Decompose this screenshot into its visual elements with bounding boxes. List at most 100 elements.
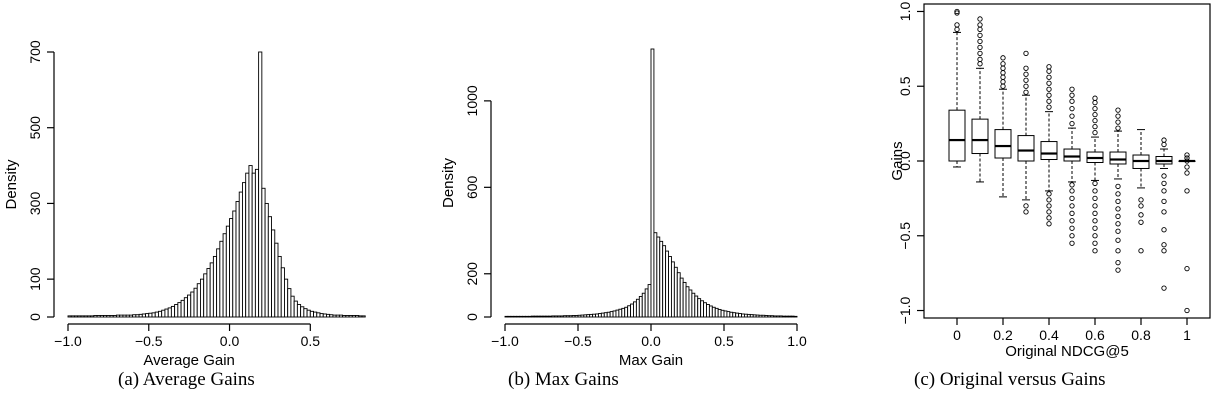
box: [971, 118, 989, 155]
outlier-point: [1115, 221, 1121, 227]
histogram-bar: [167, 307, 172, 318]
boxplot-group: [1132, 129, 1150, 254]
histogram-bar: [180, 299, 185, 318]
outlier-point: [1069, 240, 1075, 246]
outlier-point: [1069, 182, 1075, 188]
histogram-bar: [209, 262, 214, 318]
outlier-point: [1115, 183, 1121, 190]
y-tick-label: −1.0: [897, 296, 913, 324]
outlier-point: [1138, 219, 1144, 225]
histogram-bar: [358, 315, 363, 318]
x-tick-label: 1: [1183, 327, 1191, 343]
outlier-point: [954, 22, 960, 28]
caption-max-gains: (b) Max Gains: [508, 369, 619, 390]
outlier-point: [1000, 74, 1006, 80]
outlier-point: [1069, 113, 1075, 119]
outlier-point: [1046, 203, 1052, 209]
histogram-bar: [316, 312, 321, 318]
histogram-bar: [348, 315, 353, 318]
histogram-bar: [287, 288, 292, 318]
histogram-bar: [277, 255, 282, 318]
histogram-bar: [125, 314, 130, 318]
histogram-bar: [183, 297, 188, 318]
histogram-bar: [135, 314, 140, 318]
x-tick-label: 1.0: [787, 333, 807, 349]
average-gain-panel: −1.0 −0.5 0.0 0.5 Average Gain 0 100 300 500 700 D…: [0, 0, 375, 410]
outlier-point: [977, 56, 983, 62]
outlier-point: [977, 32, 983, 39]
histogram-bar: [338, 314, 344, 318]
outlier-point: [1023, 89, 1029, 95]
boxplot-group: [1178, 152, 1196, 314]
outlier-point: [1069, 120, 1075, 127]
histogram-bar: [74, 315, 79, 318]
outlier-point: [1046, 68, 1052, 74]
outlier-point: [1092, 210, 1098, 216]
outlier-point: [954, 26, 960, 33]
outlier-point: [1069, 92, 1075, 98]
boxplot-group: [1086, 95, 1104, 254]
outlier-point: [1115, 198, 1121, 205]
x-tick-label: −0.5: [564, 333, 592, 349]
max-gain-histogram: −1.0 −0.5 0.0 0.5 1.0 Max Gain 0 200 600 1000 Dens…: [440, 48, 807, 369]
outlier-point: [1161, 188, 1167, 194]
histogram-bar: [103, 315, 108, 318]
outlier-point: [1069, 203, 1075, 209]
histogram-bar: [177, 302, 182, 318]
histogram-bar: [148, 312, 153, 318]
outlier-point: [1115, 228, 1121, 234]
outlier-point: [1092, 100, 1098, 106]
box: [1040, 141, 1058, 161]
outlier-point: [1184, 152, 1190, 158]
histogram-bar: [196, 283, 201, 318]
outlier-point: [1023, 203, 1029, 209]
box: [1063, 148, 1081, 162]
x-tick-label: 0.2: [993, 327, 1013, 343]
box: [1109, 151, 1127, 165]
histogram-bar: [90, 315, 95, 318]
y-axis-title: Gains: [889, 141, 906, 180]
outlier-point: [1046, 80, 1052, 86]
outlier-point: [1092, 218, 1098, 224]
x-tick-label: 0.6: [1085, 327, 1105, 343]
outlier-point: [1161, 173, 1167, 179]
y-axis-title: Density: [440, 157, 457, 208]
histogram-bar: [119, 314, 124, 318]
histogram-bar: [335, 314, 340, 318]
outlier-point: [1000, 61, 1006, 67]
histogram-bar: [303, 308, 308, 318]
y-tick-label: 500: [27, 116, 43, 140]
boxplot-group: [1040, 64, 1058, 227]
outlier-point: [1046, 104, 1052, 110]
histogram-bar: [96, 315, 101, 318]
outlier-point: [1092, 240, 1098, 246]
outlier-point: [1092, 129, 1098, 136]
outlier-point: [1115, 237, 1121, 243]
outlier-point: [1092, 123, 1098, 130]
outlier-point: [1138, 197, 1144, 203]
outlier-point: [1092, 111, 1098, 118]
outlier-point: [1069, 86, 1075, 92]
y-tick-label: 0: [27, 313, 43, 321]
histogram-bar: [254, 168, 260, 318]
histogram-bar: [112, 315, 117, 318]
boxplot-group: [948, 8, 966, 168]
outlier-point: [1092, 248, 1098, 254]
histogram-bar: [345, 315, 350, 318]
y-axis-title: Density: [3, 159, 20, 210]
histogram-bar: [245, 172, 250, 318]
outlier-point: [1069, 210, 1075, 216]
histogram-bar: [300, 306, 305, 318]
y-tick-label: 200: [464, 262, 480, 286]
outlier-point: [1092, 195, 1098, 202]
outlier-point: [1115, 107, 1121, 113]
x-tick-label: 0.0: [220, 333, 240, 349]
outlier-point: [1161, 180, 1167, 187]
outlier-point: [1115, 248, 1121, 254]
histogram-bar: [322, 313, 327, 318]
outlier-point: [1046, 209, 1052, 215]
histogram-bar: [650, 48, 655, 318]
histogram-bar: [361, 315, 366, 318]
histogram-bar: [793, 315, 798, 318]
outlier-point: [1138, 248, 1144, 254]
